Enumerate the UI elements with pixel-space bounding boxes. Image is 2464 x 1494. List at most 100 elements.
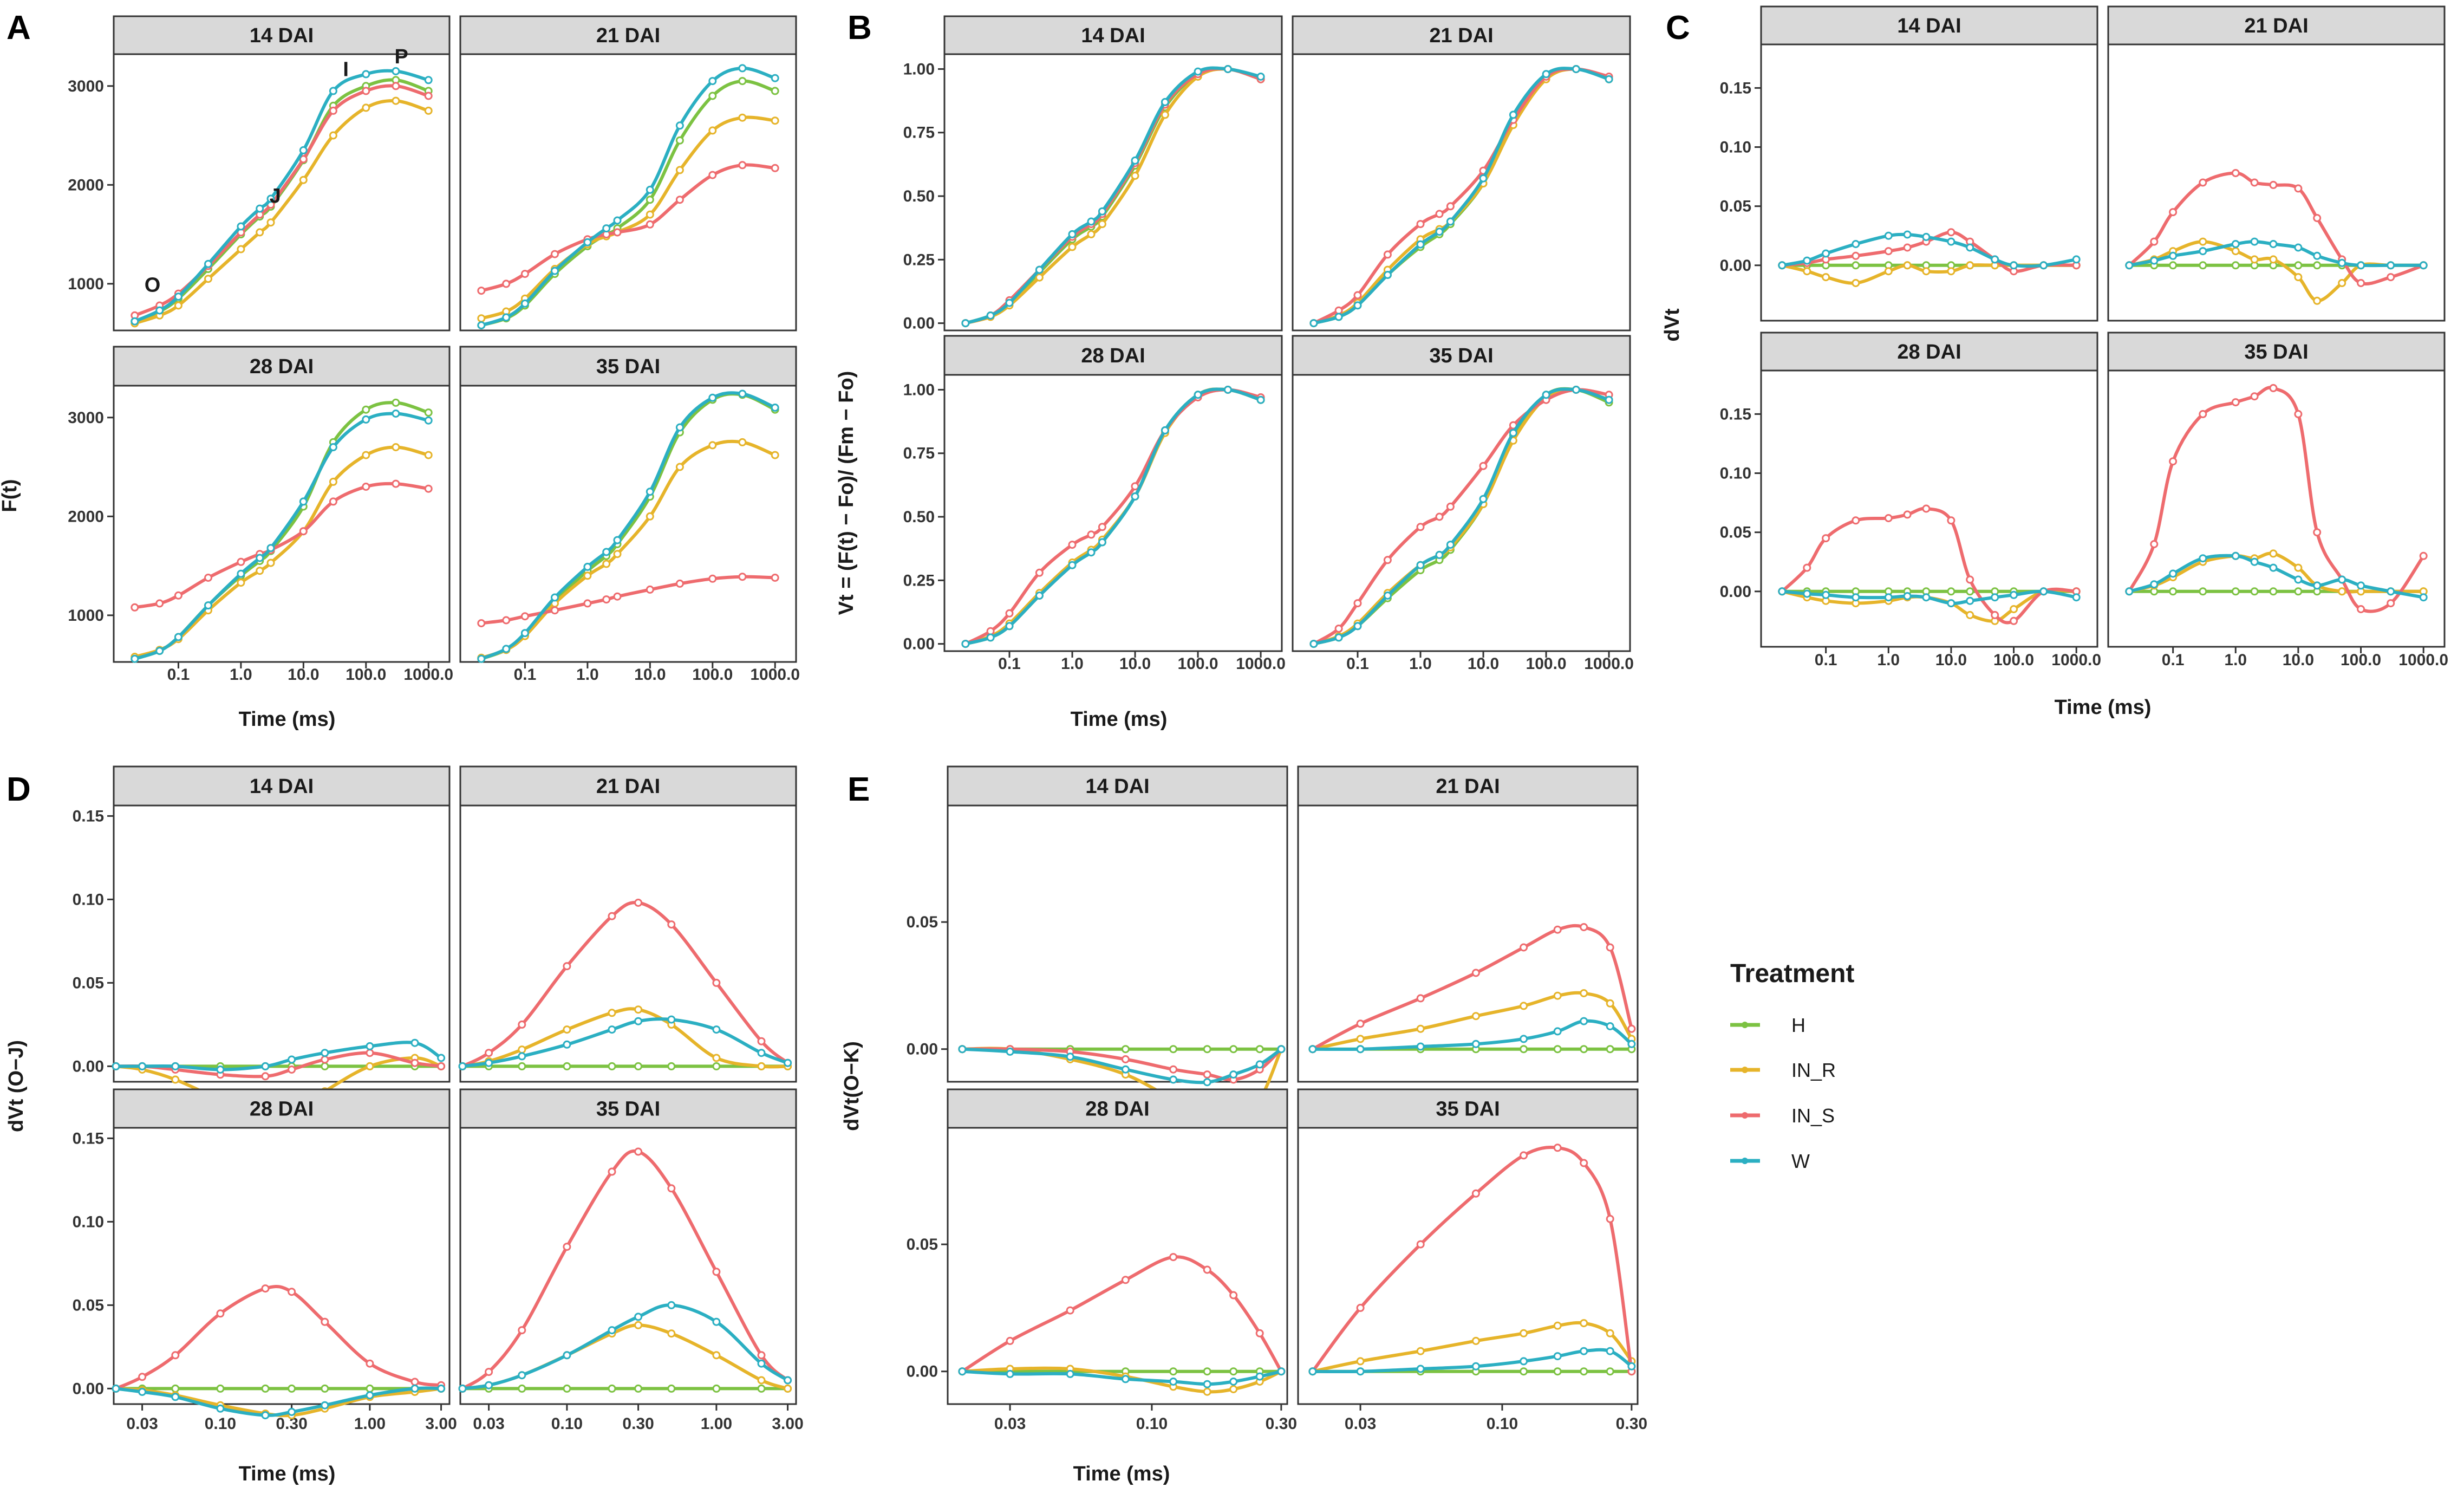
data-point — [1416, 220, 1425, 229]
x-tick-label: 1.0 — [1061, 655, 1084, 673]
data-point — [1416, 240, 1425, 249]
data-point — [1903, 230, 1912, 239]
data-point — [1822, 249, 1830, 258]
data-point — [261, 1062, 270, 1070]
data-point — [2338, 279, 2346, 287]
facet-title: 21 DAI — [596, 24, 660, 47]
data-point — [329, 87, 337, 95]
data-point — [1605, 395, 1613, 404]
data-point — [1580, 923, 1588, 931]
data-point — [502, 616, 511, 625]
facet-28-dai: 28 DAI 1000 2000 3000 0.1 1.0 10.0 100.0 1000.0 — [68, 346, 453, 684]
x-tick-label: 1000.0 — [1584, 655, 1634, 673]
data-point — [708, 77, 717, 86]
data-point — [131, 654, 139, 663]
data-point — [1169, 1045, 1178, 1054]
data-point — [485, 1368, 493, 1376]
x-tick-label: 100.0 — [1178, 655, 1218, 673]
data-point — [757, 1062, 766, 1070]
series-line — [115, 1051, 442, 1079]
data-point — [986, 311, 995, 320]
data-point — [1131, 156, 1139, 165]
data-point — [518, 1326, 526, 1335]
y-tick-label: 0.00 — [73, 1057, 104, 1075]
data-point — [2357, 279, 2365, 287]
data-point — [237, 579, 245, 587]
x-tick-label: 1.00 — [354, 1415, 386, 1433]
facet-strip — [113, 15, 451, 55]
data-point — [1005, 609, 1014, 618]
series-w — [961, 65, 1265, 328]
data-point — [784, 1384, 792, 1393]
data-point — [608, 1025, 616, 1034]
data-point — [366, 1049, 374, 1057]
data-point — [424, 408, 433, 417]
data-point — [757, 1049, 766, 1057]
data-point — [2313, 581, 2322, 590]
data-point — [299, 146, 308, 154]
data-point — [1479, 462, 1488, 470]
x-tick-label: 0.1 — [2162, 651, 2185, 669]
data-point — [2231, 587, 2240, 596]
data-point — [771, 164, 779, 172]
data-point — [2199, 237, 2207, 246]
data-point — [613, 228, 622, 237]
data-point — [634, 899, 643, 907]
data-point — [1580, 1045, 1588, 1054]
data-point — [1383, 271, 1392, 279]
data-point — [520, 612, 529, 621]
x-axis-title: Time (ms) — [239, 1463, 336, 1485]
data-point — [1553, 1352, 1562, 1361]
data-point — [256, 204, 264, 213]
plot-area — [943, 374, 1283, 652]
data-point — [1627, 1024, 1636, 1033]
data-point — [261, 1384, 270, 1393]
data-point — [392, 410, 400, 418]
data-point — [675, 121, 684, 130]
facet-strip — [113, 765, 451, 807]
panel-letter: B — [848, 9, 872, 47]
series-line — [962, 1366, 1282, 1394]
data-point — [1520, 1002, 1528, 1010]
data-point — [634, 1321, 643, 1329]
facet-28-dai: 28 DAI 0.00 0.05 0.03 0.10 0.30 — [907, 1088, 1297, 1433]
data-point — [477, 314, 486, 323]
data-point — [1353, 301, 1362, 310]
facet-14-dai: 14 DAI 0.00 0.05 0.10 0.15 — [73, 765, 451, 1121]
x-tick-label: 100.0 — [1526, 655, 1567, 673]
data-point — [1308, 1045, 1317, 1054]
y-tick-label: 0.15 — [1720, 405, 1751, 423]
panel-letter: E — [848, 771, 870, 808]
series-w — [477, 389, 779, 663]
data-point — [520, 299, 529, 308]
facet-title: 28 DAI — [250, 355, 314, 378]
data-point — [712, 1025, 721, 1034]
data-point — [1542, 391, 1550, 399]
data-point — [392, 398, 400, 407]
data-point — [366, 1391, 374, 1400]
data-point — [288, 1055, 296, 1064]
series-line — [962, 1047, 1283, 1082]
data-point — [112, 1384, 120, 1393]
chart-c: C 14 DAI 0.00 0.05 0.10 0.15 21 DAI 28 DAI 0.00 0… — [1661, 5, 2448, 719]
x-tick-label: 10.0 — [1468, 655, 1499, 673]
data-point — [1203, 1387, 1211, 1396]
data-point — [708, 393, 717, 402]
data-point — [2250, 557, 2259, 566]
data-point — [1520, 1151, 1528, 1160]
data-point — [288, 1408, 296, 1416]
data-point — [1203, 1367, 1211, 1376]
data-point — [237, 245, 245, 254]
data-point — [757, 1351, 766, 1360]
data-point — [266, 194, 275, 203]
legend-item-w: W — [1730, 1150, 1810, 1172]
data-point — [646, 585, 654, 594]
data-point — [602, 224, 611, 233]
data-point — [675, 166, 684, 174]
data-point — [1520, 1367, 1528, 1376]
data-point — [2039, 587, 2048, 596]
legend-label-in-s: IN_S — [1791, 1105, 1835, 1127]
data-point — [518, 1020, 526, 1029]
x-tick-label: 10.0 — [1935, 651, 1967, 669]
data-point — [1229, 1385, 1238, 1393]
